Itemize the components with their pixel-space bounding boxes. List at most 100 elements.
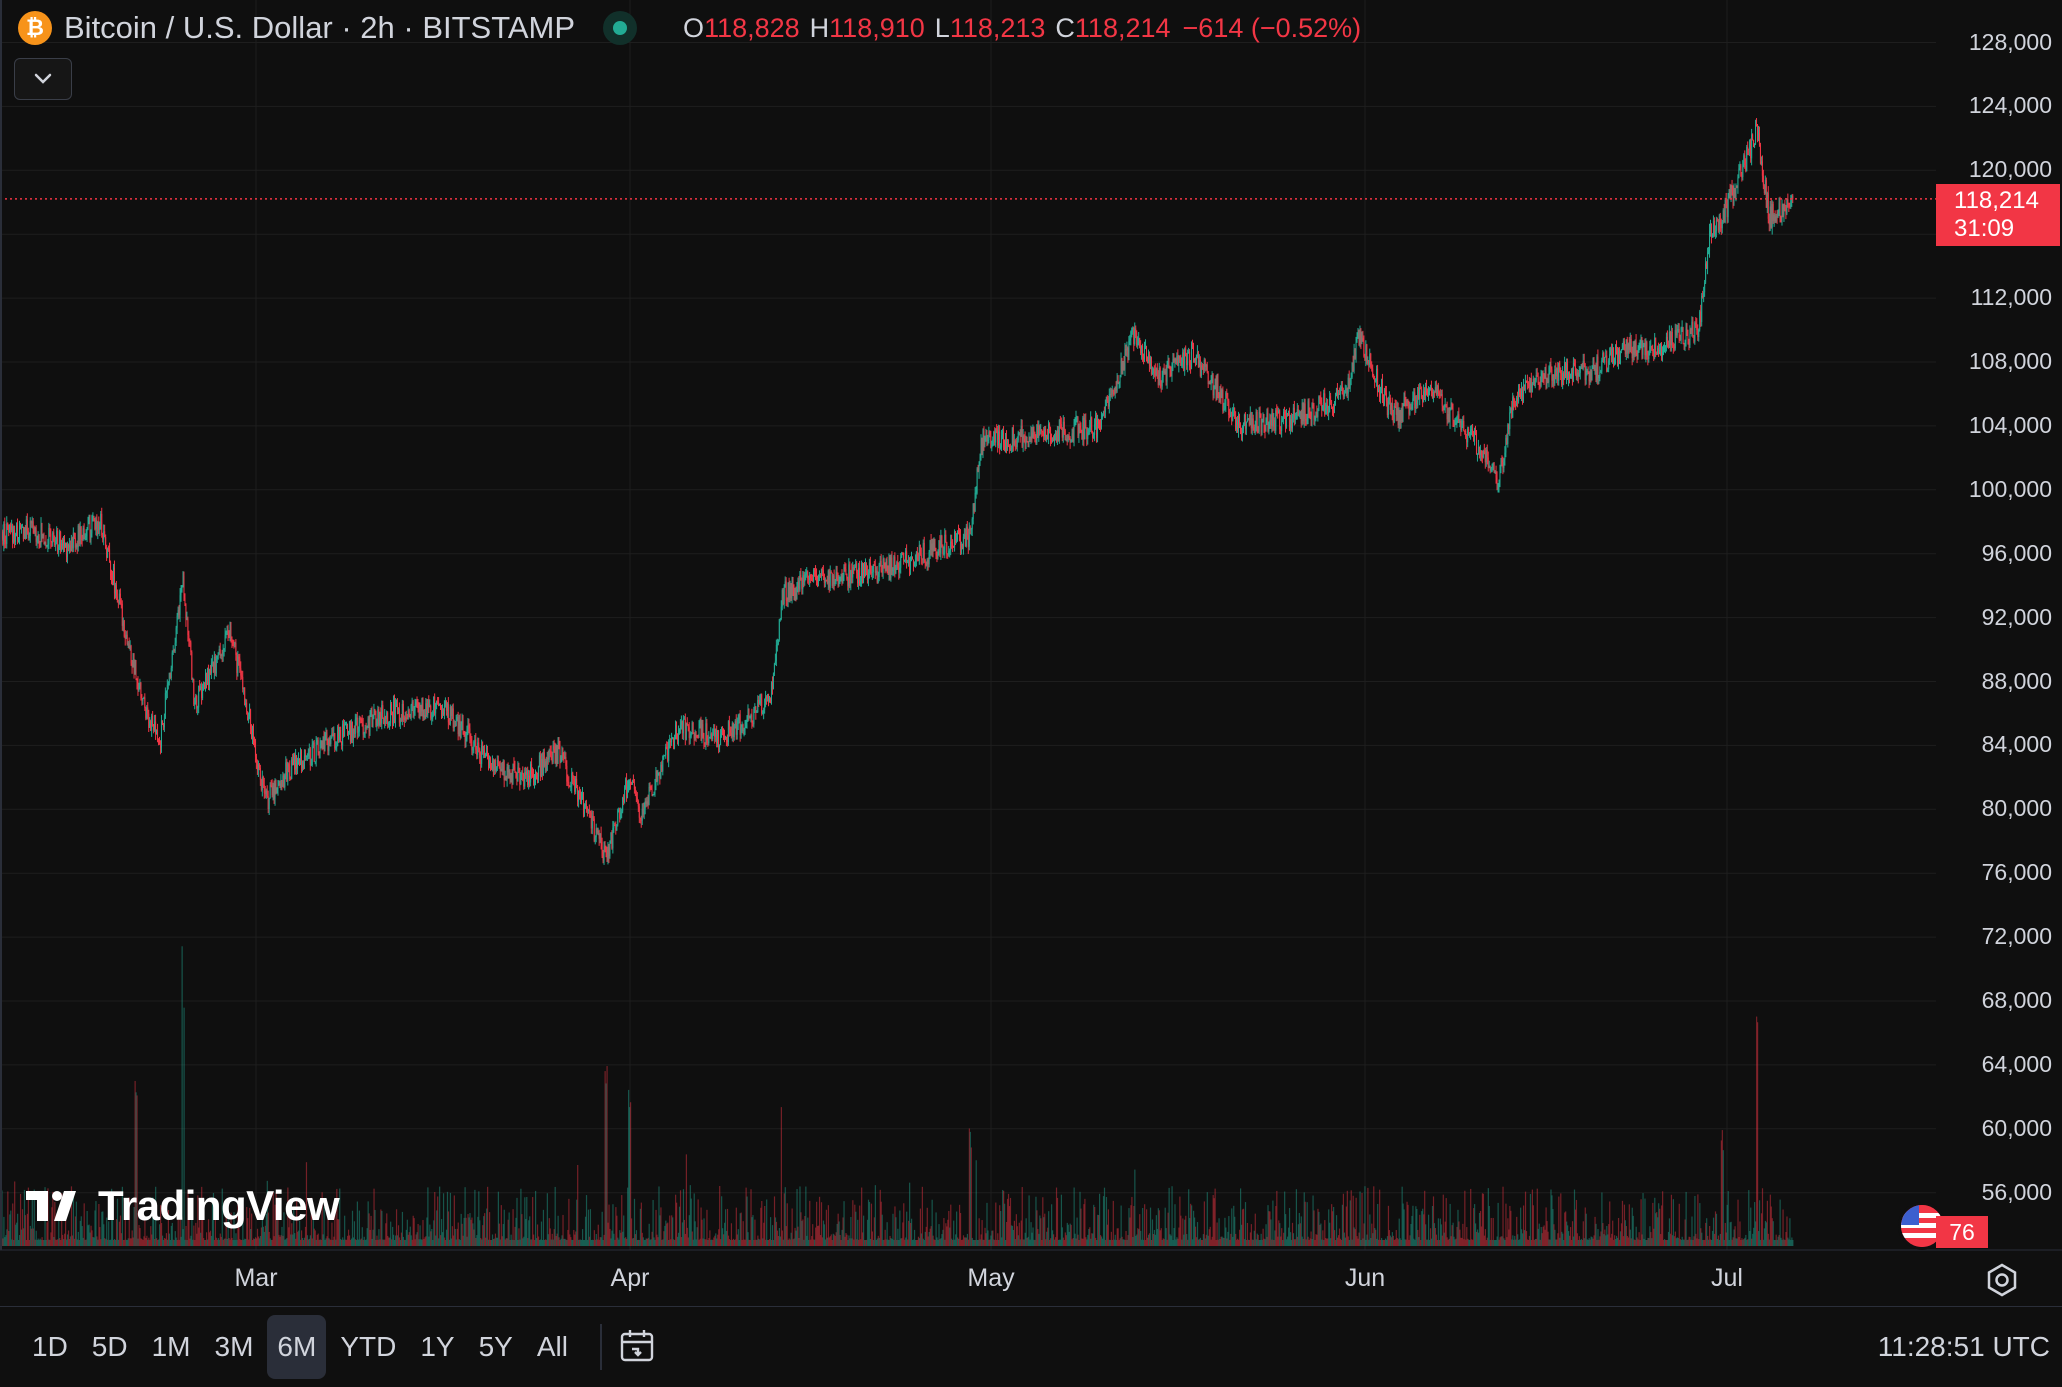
- candle-body: [26, 520, 27, 539]
- candle-body: [1505, 438, 1506, 453]
- candle-body: [1516, 398, 1517, 406]
- candle-body: [63, 539, 64, 546]
- candle-body: [494, 760, 495, 770]
- candle-body: [82, 539, 83, 540]
- candle-body: [477, 742, 478, 755]
- candle-body: [762, 713, 763, 714]
- candle-body: [101, 514, 102, 535]
- candle-body: [150, 721, 151, 731]
- candle-body: [1057, 430, 1058, 442]
- candle-body: [470, 739, 471, 742]
- candle-body: [1384, 389, 1385, 405]
- candle-body: [600, 833, 601, 838]
- candle-body: [47, 544, 48, 545]
- candle-body: [456, 720, 457, 726]
- candle-body: [1052, 438, 1053, 441]
- candle-body: [664, 755, 665, 756]
- candle-body: [1176, 356, 1177, 363]
- candle-body: [692, 723, 693, 734]
- candle-body: [1500, 460, 1501, 471]
- volume-bar: [809, 1201, 810, 1246]
- candle-body: [490, 758, 491, 766]
- candle-body: [235, 643, 236, 655]
- chart-canvas[interactable]: [0, 0, 2062, 1306]
- candle-body: [1261, 414, 1262, 433]
- candle-body: [349, 721, 350, 733]
- candle-body: [987, 440, 988, 441]
- candle-body: [94, 521, 95, 529]
- candle-body: [1381, 381, 1382, 392]
- candle-body: [560, 758, 561, 762]
- candle-body: [362, 719, 363, 724]
- candle-body: [1179, 355, 1180, 358]
- candle-body: [1439, 392, 1440, 395]
- candle-body: [619, 809, 620, 818]
- candle-body: [929, 552, 930, 564]
- candle-body: [245, 703, 246, 705]
- candle-body: [1438, 385, 1439, 392]
- candle-body: [480, 758, 481, 764]
- candle-body: [1227, 398, 1228, 400]
- candle-body: [112, 578, 113, 579]
- candle-body: [184, 598, 185, 606]
- candle-body: [57, 531, 58, 553]
- candle-body: [454, 726, 455, 728]
- candle-body: [1171, 365, 1172, 377]
- candle-body: [356, 718, 357, 720]
- candle-body: [519, 772, 520, 784]
- candle-body: [375, 711, 376, 725]
- candle-body: [777, 644, 778, 645]
- candle-body: [265, 793, 266, 794]
- candle-body: [512, 764, 513, 783]
- candle-body: [418, 706, 419, 708]
- candle-body: [1119, 383, 1120, 384]
- candle-body: [68, 545, 69, 547]
- candle-body: [51, 542, 52, 543]
- candle-body: [1337, 388, 1338, 395]
- candle-body: [722, 730, 723, 733]
- candle-body: [681, 721, 682, 725]
- candle-body: [1294, 408, 1295, 419]
- candle-body: [416, 702, 417, 704]
- candle-body: [1264, 416, 1265, 427]
- candle-body: [96, 520, 97, 535]
- candle-body: [744, 730, 745, 731]
- candle-body: [1478, 447, 1479, 454]
- candle-body: [1378, 389, 1379, 392]
- candle-body: [242, 677, 243, 689]
- candle-body: [1014, 441, 1015, 445]
- candle-body: [1136, 332, 1137, 345]
- candle-body: [597, 828, 598, 832]
- candle-body: [631, 783, 632, 784]
- candle-body: [481, 746, 482, 764]
- candle-body: [499, 762, 500, 767]
- candle-body: [439, 704, 440, 705]
- candle-body: [1170, 373, 1171, 377]
- candle-body: [471, 742, 472, 751]
- candle-body: [43, 535, 44, 544]
- candle-body: [882, 571, 883, 573]
- candle-body: [972, 519, 973, 529]
- candle-body: [1188, 352, 1189, 353]
- candle-body: [237, 657, 238, 673]
- candle-body: [1036, 425, 1037, 443]
- candle-body: [1419, 388, 1420, 399]
- candle-body: [869, 562, 870, 573]
- candle-body: [360, 718, 361, 719]
- candle-body: [283, 776, 284, 788]
- candle-body: [1469, 434, 1470, 435]
- candle-body: [171, 668, 172, 678]
- candle-body: [511, 775, 512, 779]
- candle-body: [618, 809, 619, 810]
- candle-body: [371, 708, 372, 713]
- candle-body: [1098, 419, 1099, 424]
- candle-body: [840, 580, 841, 582]
- candle-body: [995, 428, 996, 442]
- candle-body: [593, 816, 594, 819]
- candle-body: [757, 700, 758, 712]
- candle-body: [729, 721, 730, 729]
- candle-body: [156, 730, 157, 734]
- candle-body: [1280, 429, 1281, 430]
- candle-body: [795, 593, 796, 599]
- candle-body: [161, 721, 162, 748]
